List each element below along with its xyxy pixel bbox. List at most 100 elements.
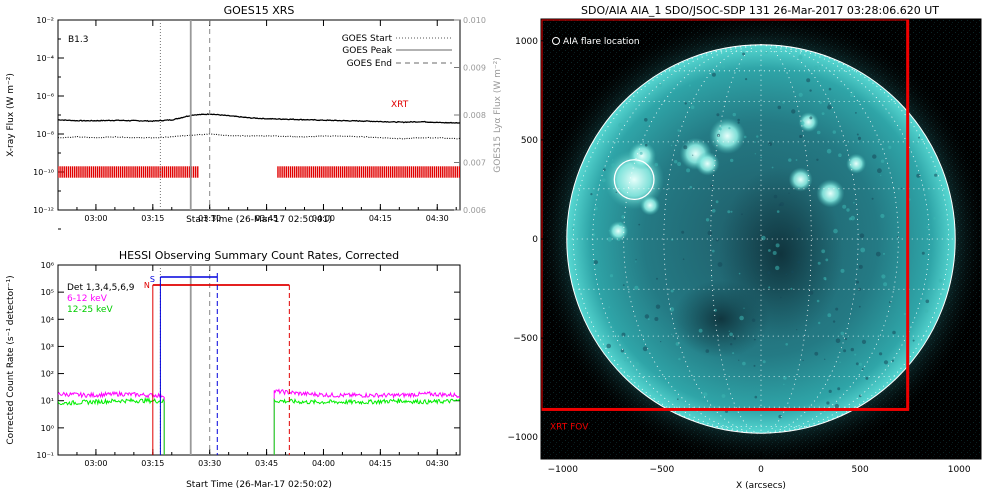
disk-speckle [891,359,895,362]
disk-speckle [621,215,626,219]
goes-y-tick-label: 10⁻² [36,16,54,25]
goes-x-tick-label: 04:30 [426,214,449,223]
disk-speckle [800,121,805,125]
disk-speckle [712,249,715,253]
aia-y-tick-label: 500 [521,136,538,146]
disk-speckle [883,282,888,287]
goes-lya-series-line [58,113,460,124]
disk-speckle [814,65,818,70]
disk-speckle [799,134,803,139]
active-region [816,179,845,208]
legend-goes-peak: GOES Peak [342,46,392,56]
disk-speckle [738,272,741,275]
disk-speckle [833,228,838,234]
hessi-y-axis: 10⁶ 10⁵ 10⁴ 10³ 10² 10¹ 10⁰ 10⁻¹ [36,261,460,460]
disk-speckle [860,247,866,253]
disk-speckle [768,142,773,147]
disk-speckle [872,154,877,159]
disk-speckle [591,233,596,237]
disk-speckle [647,318,650,321]
disk-speckle [737,121,740,124]
disk-speckle [618,123,623,128]
disk-speckle [833,99,836,101]
disk-speckle [858,362,863,366]
goes-y-right-tick-label: 0.008 [463,111,486,120]
solar-features [571,50,943,419]
legend-flare-label: AIA flare location [563,37,640,47]
disk-speckle [783,376,787,380]
disk-speckle [835,338,841,344]
disk-speckle [675,342,680,346]
legend-det: Det 1,3,4,5,6,9 [67,283,135,293]
disk-speckle [780,296,782,299]
disk-speckle [802,359,804,362]
disk-speckle [821,112,825,115]
disk-speckle [897,348,901,352]
hessi-series [58,388,460,455]
disk-speckle [681,230,685,234]
disk-speckle [689,185,693,189]
disk-speckle [654,163,658,167]
disk-speckle [832,130,836,134]
disk-speckle [883,252,885,255]
goes-x-tick-label: 04:00 [312,214,335,223]
disk-speckle [819,101,822,104]
goes-x-label: Start Time (26-Mar-17 02:50:01) [186,215,332,225]
disk-speckle [741,213,743,216]
disk-speckle [858,287,861,291]
disk-speckle [788,158,792,162]
disk-speckle [768,144,771,146]
disk-speckle [739,315,744,321]
disk-speckle [738,359,740,361]
solar-limb [566,44,956,434]
disk-speckle [670,144,673,147]
aia-title: SDO/AIA AIA_1 SDO/JSOC-SDP 131 26-Mar-20… [581,4,939,17]
disk-speckle [858,264,863,269]
disk-speckle [883,360,889,365]
disk-speckle [660,341,662,343]
disk-speckle [684,102,687,105]
disk-speckle [771,166,774,169]
hessi-flags: NS [144,273,290,455]
disk-speckle [677,162,682,166]
disk-speckle [846,208,850,212]
disk-speckle [775,243,780,248]
disk-speckle [688,84,692,87]
disk-speckle [850,347,854,352]
disk-speckle [767,271,771,275]
disk-speckle [888,301,892,304]
active-region [798,112,819,133]
disk-speckle [880,174,882,176]
aia-legend: AIA flare location [552,37,640,47]
goes-x-tick-label: 04:15 [369,214,392,223]
goes-y-tick-label: 10⁻¹² [33,206,54,215]
disk-speckle [674,160,678,164]
hessi-y-tick-label: 10² [41,370,54,379]
disk-speckle [888,145,892,149]
disk-speckle [715,238,719,242]
aia-y-tick-label: −1000 [508,433,539,443]
goes-y-label: X-ray Flux (W m⁻²) [6,73,16,157]
hessi-x-axis: 03:00 03:15 03:30 03:45 04:00 04:15 04:30 [57,265,457,468]
disk-speckle [732,112,736,117]
active-region [846,153,867,174]
disk-speckle [882,148,885,150]
disk-speckle [634,285,639,290]
hessi-y-tick-label: 10⁰ [41,424,54,433]
disk-speckle [776,210,780,213]
disk-speckle [826,401,830,405]
disk-speckle [590,193,593,196]
aia-panel: SDO/AIA AIA_1 SDO/JSOC-SDP 131 26-Mar-20… [508,4,982,491]
disk-speckle [657,83,663,88]
disk-speckle [656,277,658,280]
aia-y-tick-label: 1000 [515,37,538,47]
disk-speckle [879,352,883,356]
disk-speckle [827,105,832,110]
disk-speckle [880,213,885,219]
disk-speckle [654,317,659,321]
disk-speckle [809,116,813,120]
disk-speckle [837,387,841,391]
hessi-y-tick-label: 10⁻¹ [36,451,54,460]
disk-speckle [618,222,623,226]
disk-speckle [835,398,837,401]
